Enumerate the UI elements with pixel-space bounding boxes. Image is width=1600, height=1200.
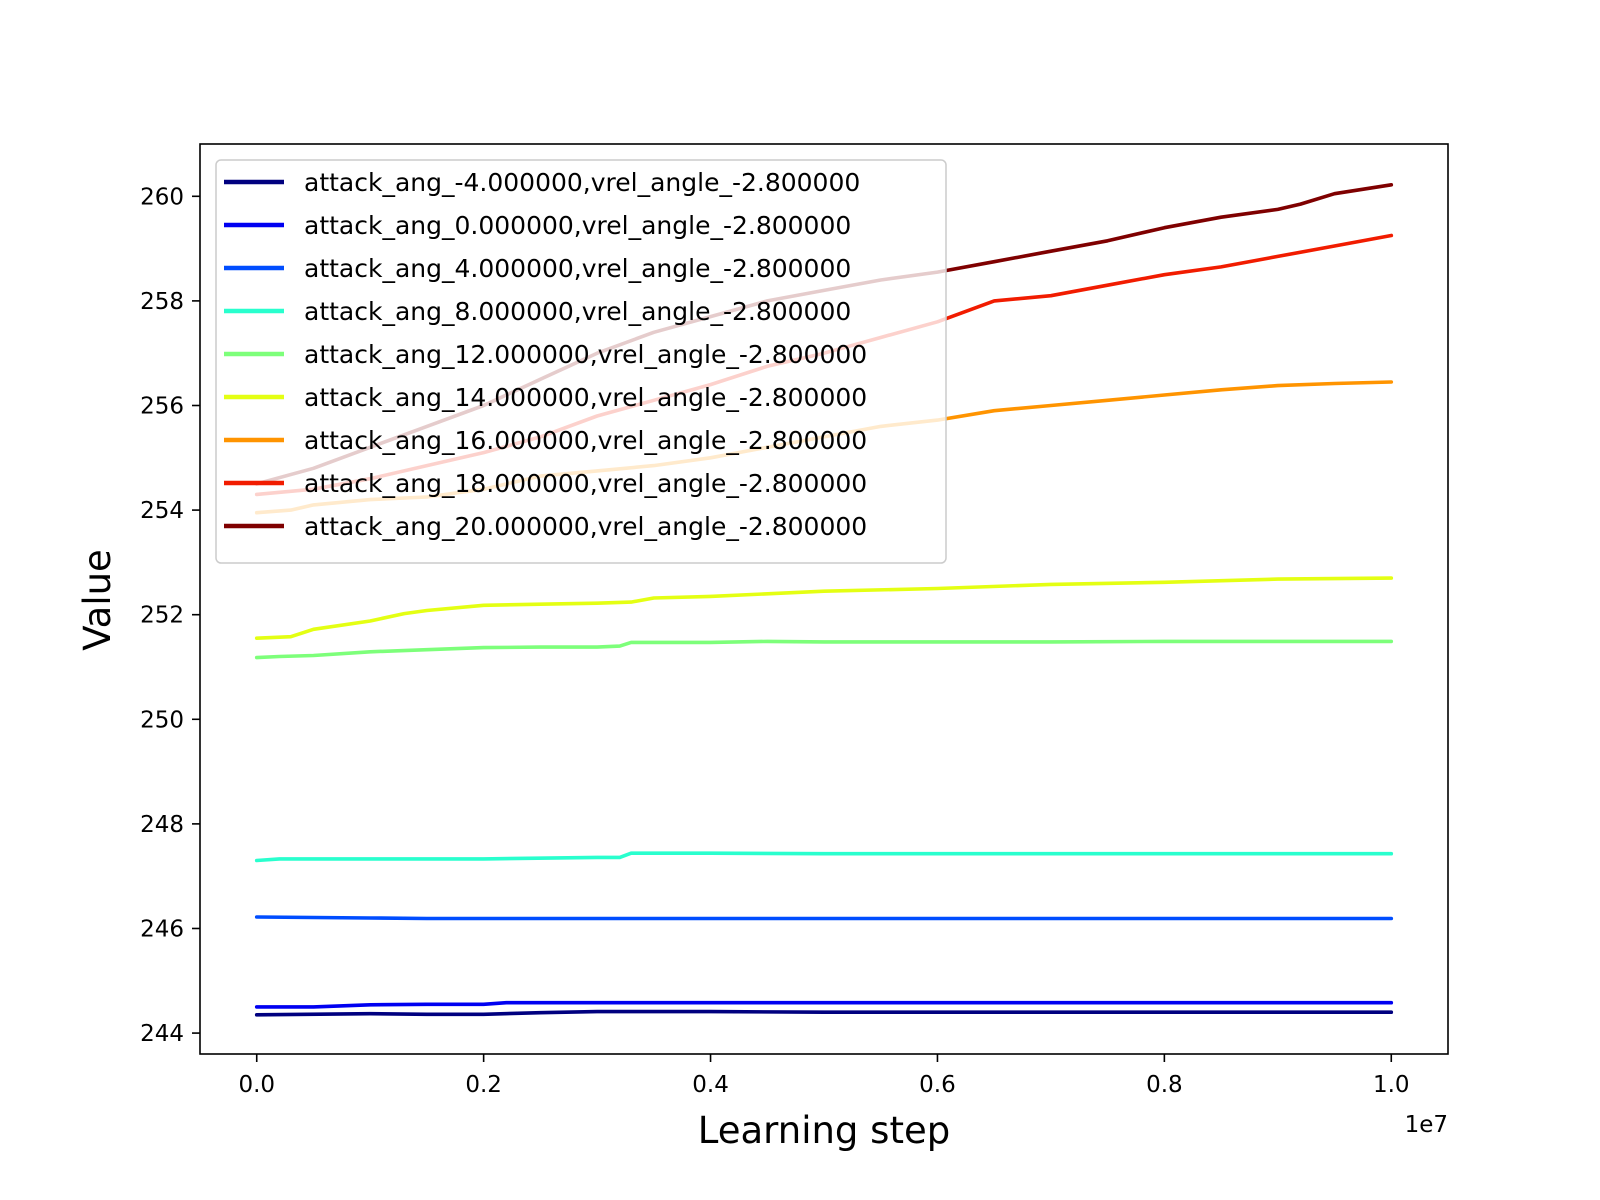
legend-label: attack_ang_-4.000000,vrel_angle_-2.80000… — [304, 168, 860, 197]
series-line-0 — [254, 1009, 1394, 1017]
y-tick-label: 260 — [140, 184, 184, 210]
series-line-2 — [254, 915, 1394, 921]
y-tick-label: 246 — [140, 916, 184, 942]
series-line-5 — [254, 576, 1394, 641]
plot-frame — [199, 143, 1449, 1055]
legend: attack_ang_-4.000000,vrel_angle_-2.80000… — [215, 159, 947, 564]
y-axis-ticks: 244 246 248 250 252 254 256 258 260 — [140, 184, 200, 1047]
legend-label: attack_ang_16.000000,vrel_angle_-2.80000… — [304, 426, 867, 455]
x-tick-label: 0.4 — [692, 1072, 729, 1098]
y-tick-label: 248 — [140, 812, 184, 838]
y-tick-label: 250 — [140, 707, 184, 733]
x-axis-label: Learning step — [698, 1109, 950, 1152]
legend-label: attack_ang_8.000000,vrel_angle_-2.800000 — [304, 297, 851, 326]
x-offset-label: 1e7 — [1405, 1112, 1448, 1138]
x-axis-ticks: 0.0 0.2 0.4 0.6 0.8 1.0 — [238, 1054, 1410, 1098]
legend-box — [215, 159, 947, 564]
x-tick-label: 0.8 — [1146, 1072, 1183, 1098]
legend-label: attack_ang_12.000000,vrel_angle_-2.80000… — [304, 340, 867, 369]
x-tick-label: 0.0 — [238, 1072, 275, 1098]
x-tick-label: 0.6 — [919, 1072, 956, 1098]
legend-label: attack_ang_4.000000,vrel_angle_-2.800000 — [304, 254, 851, 283]
y-tick-label: 254 — [140, 498, 184, 524]
legend-label: attack_ang_14.000000,vrel_angle_-2.80000… — [304, 383, 867, 412]
x-tick-label: 0.2 — [465, 1072, 502, 1098]
legend-label: attack_ang_0.000000,vrel_angle_-2.800000 — [304, 211, 851, 240]
y-tick-label: 256 — [140, 393, 184, 419]
series-line-3 — [254, 851, 1394, 863]
series-line-1 — [254, 1000, 1394, 1009]
y-tick-label: 252 — [140, 603, 184, 629]
legend-label: attack_ang_18.000000,vrel_angle_-2.80000… — [304, 469, 867, 498]
series-line-4 — [254, 639, 1394, 660]
x-tick-label: 1.0 — [1373, 1072, 1410, 1098]
y-tick-label: 258 — [140, 289, 184, 315]
y-axis-label: Value — [76, 549, 119, 651]
y-tick-label: 244 — [140, 1021, 184, 1047]
legend-label: attack_ang_20.000000,vrel_angle_-2.80000… — [304, 512, 867, 541]
